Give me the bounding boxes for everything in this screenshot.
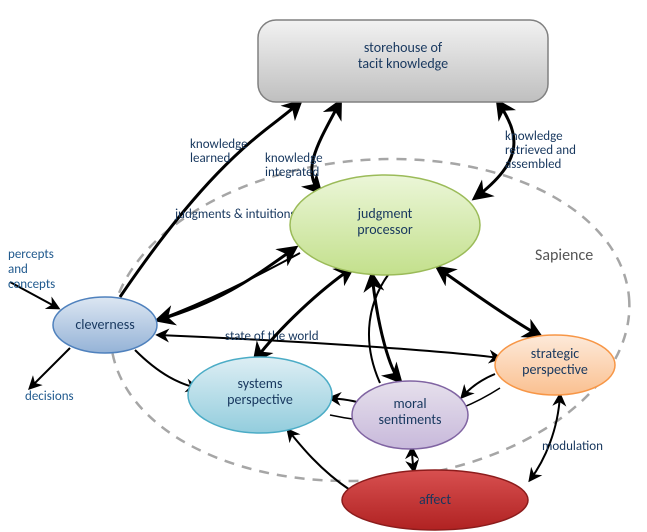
edge-15 (412, 448, 414, 471)
external-label-3: decisions (25, 389, 74, 404)
edge-label-1: knowledgeintegrated (265, 151, 323, 180)
edge-label-5: judgments & intuitions (174, 207, 296, 222)
external-label-0: percepts (8, 247, 54, 262)
edge-6 (158, 335, 500, 358)
edge-14 (530, 395, 560, 480)
node-label-cleverness: cleverness (75, 316, 134, 333)
edge-9 (372, 275, 400, 381)
edge-19 (30, 348, 70, 388)
external-label-2: concepts (8, 277, 55, 292)
node-label-storehouse: storehouse oftacit knowledge (358, 39, 448, 72)
external-label-1: and (8, 262, 28, 277)
edge-label-2: knowledgeretrieved andassembled (505, 129, 576, 172)
edge-7 (135, 350, 197, 388)
edge-label-0: knowledgelearned (190, 137, 248, 166)
node-label-strategic: strategicperspective (522, 345, 588, 378)
nodes: storehouse oftacit knowledge judgmentproc… (53, 20, 615, 530)
edge-4 (158, 253, 300, 320)
edge-3 (158, 248, 295, 320)
node-label-judgment: judgmentprocessor (357, 205, 413, 238)
sapience-label: Sapience (535, 246, 593, 265)
edge-10 (369, 275, 388, 383)
diagram-canvas: Sapience knowledgelearned knowledgeintegra… (0, 0, 647, 532)
edge-label-14: modulation (542, 439, 603, 454)
edges: knowledgelearned knowledgeintegrated knowl… (10, 102, 603, 490)
node-label-affect: affect (419, 491, 451, 508)
edge-11 (438, 268, 540, 336)
edge-8 (255, 268, 352, 360)
